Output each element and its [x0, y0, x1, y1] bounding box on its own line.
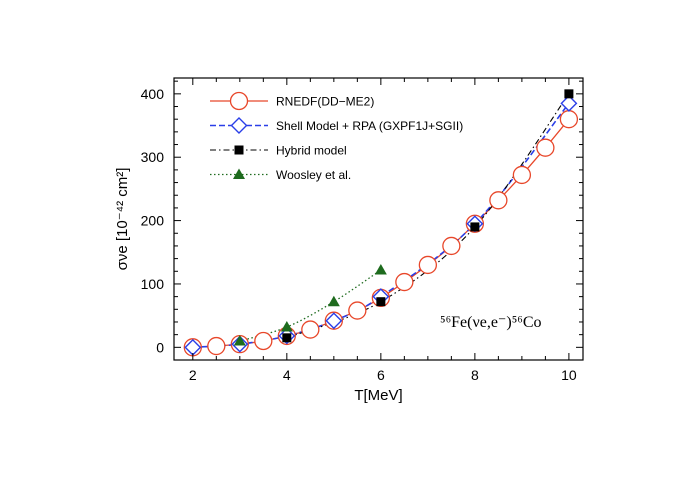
- y-tick-label: 400: [141, 86, 165, 102]
- data-point-rnedf-dd-me2: [254, 331, 273, 351]
- y-tick-label: 0: [156, 339, 164, 355]
- series-line-shell-model-rpa-gxpf1j-sgii: [192, 102, 570, 349]
- y-tick-label: 200: [141, 213, 165, 229]
- y-axis-label: σνe [10⁻⁴² cm²]: [114, 168, 131, 271]
- legend-marker-woosley-et-al: [233, 168, 245, 179]
- legend-label-hybrid-model: Hybrid model: [276, 144, 347, 158]
- x-tick-label: 10: [561, 367, 577, 383]
- series-markers: [183, 89, 579, 357]
- legend-marker-rnedf-dd-me2: [229, 91, 249, 111]
- data-point-rnedf-dd-me2: [489, 191, 508, 210]
- x-tick-label: 4: [283, 367, 291, 383]
- data-point-rnedf-dd-me2: [348, 301, 367, 320]
- x-axis-label: T[MeV]: [354, 387, 402, 404]
- data-point-rnedf-dd-me2: [559, 110, 579, 129]
- data-point-rnedf-dd-me2: [207, 336, 226, 356]
- data-point-hybrid-model: [376, 297, 386, 307]
- data-point-hybrid-model: [564, 89, 574, 99]
- data-point-hybrid-model: [282, 333, 292, 343]
- data-point-rnedf-dd-me2: [512, 165, 532, 185]
- legend: RNEDF(DD−ME2) Shell Model + RPA (GXPF1J+S…: [210, 91, 463, 182]
- legend-marker-shell-model-rpa-gxpf1j-sgii: [230, 117, 248, 134]
- data-point-rnedf-dd-me2: [418, 255, 438, 275]
- x-tick-label: 6: [377, 367, 385, 383]
- x-tick-label: 8: [471, 367, 479, 383]
- legend-label-woosley-et-al: Woosley et al.: [276, 168, 351, 182]
- data-point-rnedf-dd-me2: [442, 236, 461, 256]
- legend-marker-hybrid-model: [234, 145, 244, 155]
- y-tick-label: 300: [141, 149, 165, 165]
- data-point-woosley-et-al: [280, 321, 293, 332]
- reaction-annotation: ⁵⁶Fe(νe,e⁻)⁵⁶Co: [440, 314, 542, 331]
- data-point-hybrid-model: [470, 222, 480, 232]
- y-tick-label: 100: [141, 276, 165, 292]
- data-point-woosley-et-al: [233, 334, 246, 346]
- data-point-rnedf-dd-me2: [536, 138, 555, 157]
- plot-frame: [173, 77, 584, 361]
- data-point-shell-model-rpa-gxpf1j-sgii: [560, 94, 578, 112]
- data-point-shell-model-rpa-gxpf1j-sgii: [325, 312, 343, 330]
- data-point-rnedf-dd-me2: [395, 272, 414, 292]
- legend-label-shell-model-rpa-gxpf1j-sgii: Shell Model + RPA (GXPF1J+SGII): [276, 119, 463, 133]
- data-point-rnedf-dd-me2: [301, 320, 320, 339]
- data-point-woosley-et-al: [374, 264, 387, 275]
- data-point-woosley-et-al: [327, 295, 340, 307]
- legend-label-rnedf-dd-me2: RNEDF(DD−ME2): [276, 95, 374, 109]
- x-tick-label: 2: [189, 367, 197, 383]
